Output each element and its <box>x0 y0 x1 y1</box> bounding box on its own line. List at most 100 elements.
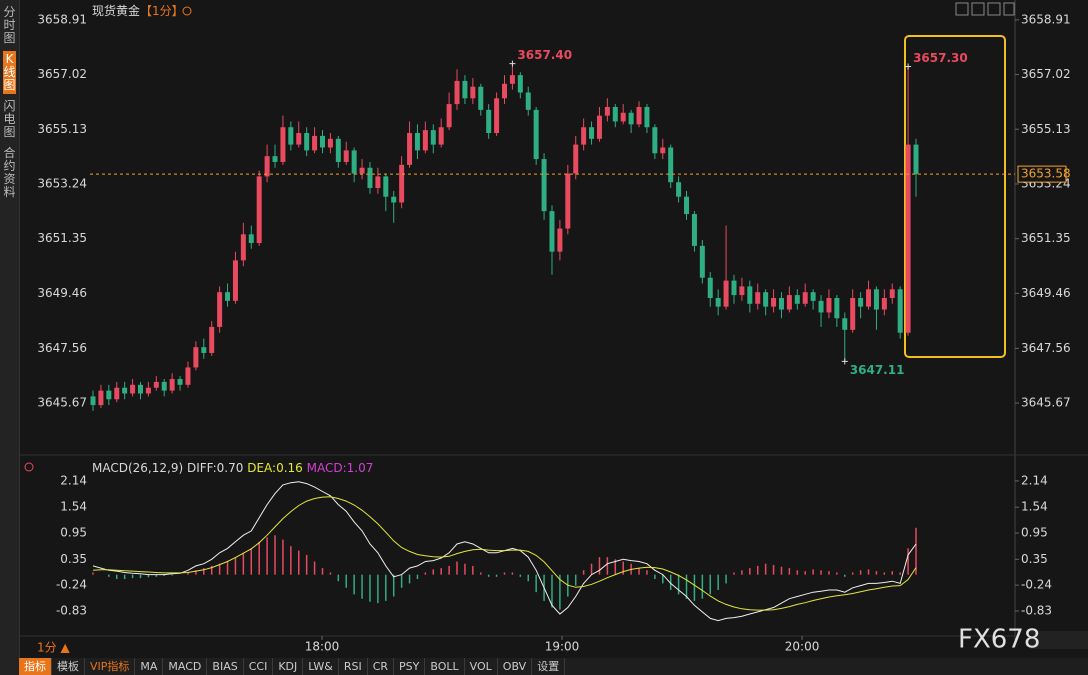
toolbar-item[interactable]: BIAS <box>207 658 244 675</box>
candle-body <box>565 173 571 229</box>
candle-body <box>866 289 872 307</box>
x-tick-label: 18:00 <box>305 640 340 654</box>
tab[interactable]: 分时图 <box>3 5 16 45</box>
icon[interactable] <box>182 6 192 16</box>
candle-body <box>786 295 792 310</box>
candle-body <box>240 234 246 261</box>
period-selector[interactable]: 1分 ▲ <box>37 641 70 655</box>
toolbar-item[interactable]: 设置 <box>532 658 566 675</box>
candle-body <box>122 387 128 394</box>
label: MACD(26,12,9) <box>92 461 183 475</box>
candle-body <box>343 150 349 162</box>
candle-body <box>288 127 294 145</box>
toolbar-item[interactable]: RSI <box>339 658 368 675</box>
candle-body <box>391 196 397 203</box>
candle-body <box>549 211 555 252</box>
toolbar-item[interactable]: KDJ <box>273 658 304 675</box>
candle-body <box>145 387 151 394</box>
candle-body <box>525 92 531 110</box>
y-tick-label: 3653.24 <box>37 176 87 190</box>
candle-body <box>676 182 682 197</box>
toolbar-item[interactable]: OBV <box>498 658 533 675</box>
y-tick-label: 3651.35 <box>37 231 87 245</box>
y-tick-label: 3647.56 <box>37 341 87 355</box>
candle-body <box>668 147 674 183</box>
candle-body <box>913 144 919 175</box>
tab[interactable]: 合约资料 <box>3 146 16 199</box>
candle-body <box>383 176 389 197</box>
candle-body <box>826 297 832 313</box>
candle-body <box>272 156 278 162</box>
candle-body <box>470 86 476 99</box>
period: 【1分】 <box>140 4 184 18</box>
candle-body <box>873 289 879 310</box>
toolbar-item[interactable]: 模板 <box>52 658 85 675</box>
candle-body <box>723 280 729 307</box>
candle-body <box>98 390 104 406</box>
y-tick-label: 0.95 <box>1021 526 1048 540</box>
x-tick-label: 19:00 <box>545 640 580 654</box>
candle-body <box>858 297 864 307</box>
candle-body <box>478 86 484 110</box>
toolbar-item[interactable]: PSY <box>394 658 426 675</box>
candle-body <box>573 144 579 174</box>
toolbar-item[interactable]: LW& <box>303 658 339 675</box>
toolbar: 指标 模板 VIP指标 MA MACD BIAS CCI KDJ LW& RSI CR PSY BOLL… <box>19 658 1088 675</box>
candle-body <box>684 196 690 215</box>
tab[interactable]: 闪电图 <box>3 99 16 139</box>
toolbar-icons <box>955 2 1015 16</box>
candle-body <box>778 297 784 310</box>
toolbar-item[interactable]: MA <box>135 658 164 675</box>
toolbar-item[interactable]: VOL <box>465 658 498 675</box>
candle-body <box>834 297 840 319</box>
icon[interactable] <box>24 462 34 472</box>
y-tick-label: 1.54 <box>1021 500 1048 514</box>
label: DIFF:0.70 <box>187 461 243 475</box>
candle-body <box>771 297 777 307</box>
label: DEA:0.16 <box>247 461 303 475</box>
y-tick-label: -0.24 <box>56 578 87 592</box>
candle-body <box>850 297 856 330</box>
y-tick-label: -0.83 <box>56 603 87 617</box>
candle-body <box>715 297 721 307</box>
toolbar-item[interactable]: CCI <box>244 658 274 675</box>
candle-body <box>533 109 539 160</box>
toolbar-item[interactable]: 指标 <box>19 658 52 675</box>
y-tick-label: 3657.02 <box>37 67 87 81</box>
toolbar-item[interactable]: CR <box>368 658 395 675</box>
y-tick-label: 2.14 <box>60 473 87 487</box>
candle-body <box>763 292 769 307</box>
extreme-marker <box>509 60 516 67</box>
y-tick-label: 3655.13 <box>1021 122 1071 136</box>
title: 现货黄金 <box>92 3 140 18</box>
dea-line <box>92 496 917 611</box>
candle-body <box>248 234 254 243</box>
annotation: 3657.40 <box>517 48 572 62</box>
toolbar-item[interactable]: VIP指标 <box>85 658 136 675</box>
candle-body <box>106 390 112 400</box>
toolbar-item[interactable]: BOLL <box>425 658 465 675</box>
y-tick-label: -0.24 <box>1021 578 1052 592</box>
candle-body <box>177 379 183 385</box>
tab[interactable]: K线图 <box>3 51 16 94</box>
candle-body <box>217 292 223 327</box>
candle-body <box>557 228 563 252</box>
candle-body <box>399 164 405 203</box>
y-tick-label: 3655.13 <box>37 122 87 136</box>
last-price-label: 3653.58 <box>1021 167 1071 181</box>
y-tick-label: 0.95 <box>60 526 87 540</box>
candle-body <box>304 133 310 151</box>
toolbar-item[interactable]: MACD <box>163 658 208 675</box>
highlight-box <box>904 35 1006 358</box>
candle-body <box>185 367 191 385</box>
candle-body <box>842 318 848 330</box>
candle-body <box>881 297 887 310</box>
candle-body <box>90 396 96 406</box>
candle-body <box>818 300 824 313</box>
candle-body <box>256 176 262 243</box>
candle-body <box>644 106 650 128</box>
candle-body <box>620 112 626 122</box>
candle-body <box>335 138 341 162</box>
candle-body <box>652 127 658 154</box>
candle-body <box>446 104 452 128</box>
